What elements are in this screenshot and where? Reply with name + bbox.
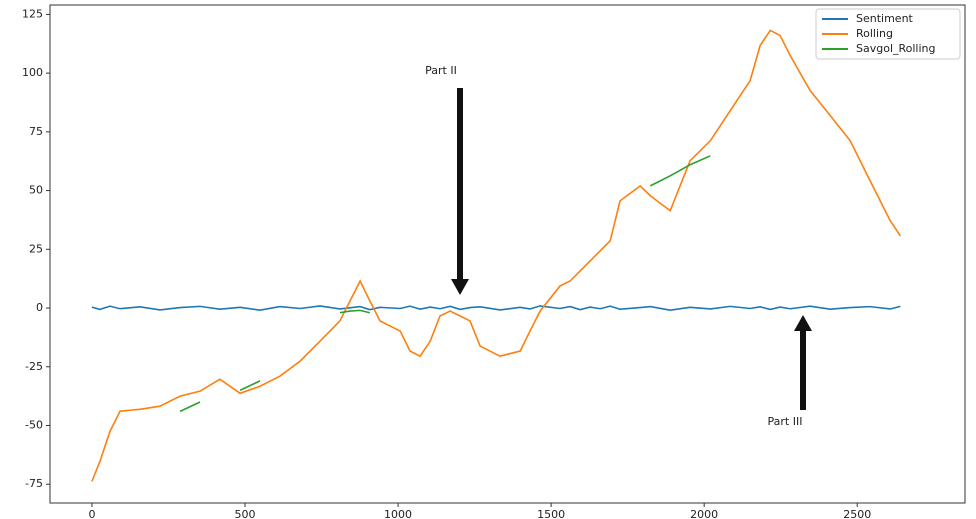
x-tick-label: 0	[88, 508, 95, 519]
y-tick-label: 25	[29, 242, 43, 255]
y-tick-label: -25	[25, 360, 43, 373]
x-tick-label: 1500	[537, 508, 565, 519]
series-line	[339, 309, 371, 314]
annotation: Part II	[425, 64, 457, 77]
series-line	[91, 29, 902, 482]
x-tick-label: 2000	[690, 508, 718, 519]
y-tick-label: 125	[22, 7, 43, 20]
series-line	[179, 401, 201, 413]
y-tick-label: 100	[22, 66, 43, 79]
legend-label: Rolling	[856, 27, 893, 40]
x-tick-label: 2500	[843, 508, 871, 519]
series-line	[239, 380, 261, 391]
y-tick-label: -50	[25, 418, 43, 431]
legend-label: Sentiment	[856, 12, 914, 25]
y-tick-label: 0	[36, 301, 43, 314]
annotation: Part III	[768, 415, 803, 428]
annotation-arrowhead	[794, 315, 812, 331]
series-line	[649, 155, 711, 187]
legend-label: Savgol_Rolling	[856, 42, 936, 55]
x-tick-label: 1000	[384, 508, 412, 519]
annotation-arrowhead	[451, 279, 469, 295]
y-tick-label: -75	[25, 477, 43, 490]
legend-box	[815, 8, 961, 60]
y-tick-label: 75	[29, 125, 43, 138]
plot-frame	[49, 4, 966, 504]
y-tick-label: 50	[29, 184, 43, 197]
series-line	[91, 305, 901, 311]
x-tick-label: 500	[235, 508, 256, 519]
